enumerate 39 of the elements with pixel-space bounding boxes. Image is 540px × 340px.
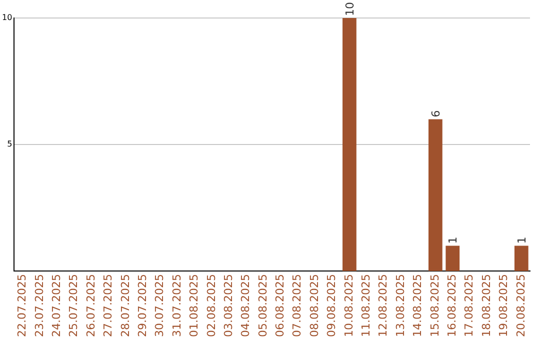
x-tick-label: 05.08.2025 xyxy=(256,274,270,338)
data-label: 1 xyxy=(446,236,460,244)
bar xyxy=(446,246,460,272)
x-tick-label: 28.07.2025 xyxy=(118,274,132,338)
data-label: 10 xyxy=(343,2,356,16)
x-tick-label: 19.08.2025 xyxy=(497,274,510,338)
x-tick-label: 02.08.2025 xyxy=(204,274,218,338)
x-tick-label: 27.07.2025 xyxy=(102,274,115,338)
x-tick-label: 25.07.2025 xyxy=(67,274,80,338)
x-tick-label: 14.08.2025 xyxy=(411,274,424,338)
x-tick-label: 26.07.2025 xyxy=(84,274,98,338)
bar xyxy=(428,119,442,272)
bar xyxy=(514,246,528,272)
x-tick-label: 31.07.2025 xyxy=(170,274,184,338)
x-tick-label: 23.07.2025 xyxy=(32,274,46,338)
x-tick-label: 13.08.2025 xyxy=(394,274,407,338)
x-tick-label: 12.08.2025 xyxy=(376,274,390,338)
x-tick-label: 10.08.2025 xyxy=(342,274,356,338)
data-label: 6 xyxy=(429,110,442,118)
x-tick-label: 07.08.2025 xyxy=(290,274,304,338)
data-label: 1 xyxy=(515,236,528,244)
y-tick-label: 5 xyxy=(7,140,12,149)
x-tick-label: 17.08.2025 xyxy=(462,274,476,338)
x-tick-label: 04.08.2025 xyxy=(239,274,252,338)
bar xyxy=(342,18,356,272)
x-tick-label: 01.08.2025 xyxy=(188,274,201,338)
x-tick-label: 30.07.2025 xyxy=(153,274,166,338)
x-tick-label: 06.08.2025 xyxy=(274,274,287,338)
x-tick-label: 03.08.2025 xyxy=(222,274,235,338)
x-tick-label: 20.08.2025 xyxy=(514,274,528,338)
x-tick-label: 16.08.2025 xyxy=(445,274,458,338)
x-tick-label: 11.08.2025 xyxy=(360,274,373,338)
x-tick-label: 09.08.2025 xyxy=(325,274,338,338)
x-tick-label: 24.07.2025 xyxy=(50,274,64,338)
x-tick-label: 18.08.2025 xyxy=(480,274,493,338)
x-tick-label: 29.07.2025 xyxy=(136,274,149,338)
x-tick-label: 15.08.2025 xyxy=(428,274,442,338)
x-tick-label: 22.07.2025 xyxy=(16,274,29,338)
x-tick-label: 08.08.2025 xyxy=(308,274,321,338)
